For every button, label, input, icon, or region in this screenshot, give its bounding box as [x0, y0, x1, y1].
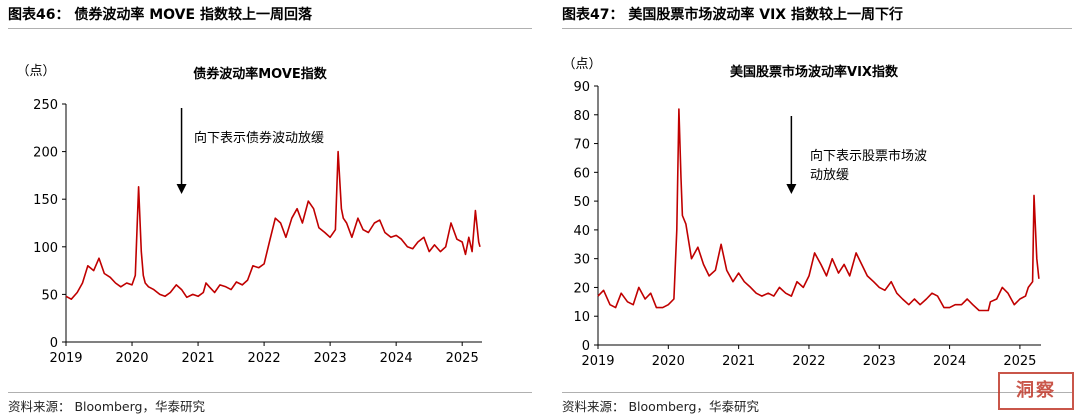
y-axis-label: （点）	[562, 57, 601, 72]
source-rule	[562, 392, 1072, 393]
y-tick-label: 60	[573, 166, 590, 181]
y-tick-label: 150	[33, 193, 58, 208]
series-line-move	[65, 150, 481, 301]
title-rule	[8, 28, 532, 29]
x-tick-label: 2025	[446, 351, 479, 366]
x-tick-label: 2022	[248, 351, 281, 366]
y-tick-label: 10	[573, 310, 590, 325]
x-tick-label: 2025	[1003, 354, 1036, 369]
x-tick-label: 2022	[792, 354, 825, 369]
x-tick-label: 2019	[49, 351, 82, 366]
x-tick-label: 2020	[652, 354, 685, 369]
y-tick-label: 0	[582, 339, 590, 354]
y-tick-label: 90	[573, 80, 590, 95]
move-index-chart: 0 50 100 150 200 250 2019 2020 2021 2022 2023 2024 2…	[16, 64, 482, 366]
annotation-text-line2: 动放缓	[810, 168, 849, 183]
annotation-text-line1: 向下表示股票市场波	[810, 148, 927, 164]
x-tick-label: 2020	[115, 351, 148, 366]
y-tick-label: 70	[573, 138, 590, 153]
y-tick-label: 0	[50, 336, 58, 351]
y-axis-label: （点）	[16, 64, 55, 79]
annotation-text: 向下表示债券波动放缓	[194, 130, 324, 146]
figure-panel-47: 图表47： 美国股票市场波动率 VIX 指数较上一周下行 0 10 20 30 40 50…	[554, 0, 1080, 419]
figure-panel-46: 图表46： 债券波动率 MOVE 指数较上一周回落 0 50 100 150 200 25…	[8, 7, 532, 414]
source-note: 资料来源： Bloomberg，华泰研究	[562, 399, 759, 414]
x-tick-label: 2019	[581, 354, 614, 369]
x-tick-label: 2021	[722, 354, 755, 369]
chart-title: 美国股票市场波动率VIX指数	[730, 64, 899, 80]
figure-title: 图表47： 美国股票市场波动率 VIX 指数较上一周下行	[562, 7, 903, 23]
series-line-vix	[597, 108, 1040, 312]
y-tick-label: 250	[33, 98, 58, 113]
y-tick-label: 40	[573, 224, 590, 239]
y-tick-label: 200	[33, 146, 58, 161]
x-tick-label: 2024	[933, 354, 966, 369]
figure-title: 图表46： 债券波动率 MOVE 指数较上一周回落	[8, 7, 312, 23]
annotation-arrow-head	[786, 184, 797, 194]
x-tick-label: 2024	[380, 351, 413, 366]
x-tick-label: 2023	[314, 351, 347, 366]
y-tick-label: 100	[33, 241, 58, 256]
x-tick-label: 2021	[182, 351, 215, 366]
source-note: 资料来源： Bloomberg，华泰研究	[8, 399, 205, 414]
y-tick-label: 30	[573, 253, 590, 268]
title-rule	[562, 28, 1072, 29]
y-tick-label: 80	[573, 109, 590, 124]
x-tick-label: 2023	[863, 354, 896, 369]
y-tick-label: 50	[41, 288, 58, 303]
chart-title: 债券波动率MOVE指数	[193, 66, 328, 82]
annotation-arrow-head	[176, 184, 187, 194]
watermark-stamp: 洞察	[998, 372, 1074, 410]
y-tick-label: 20	[573, 281, 590, 296]
y-tick-label: 50	[573, 195, 590, 210]
vix-index-chart: 0 10 20 30 40 50 60 70 80 90 2019 2020 2021 2022 2023 2…	[562, 57, 1041, 369]
source-rule	[8, 392, 532, 393]
